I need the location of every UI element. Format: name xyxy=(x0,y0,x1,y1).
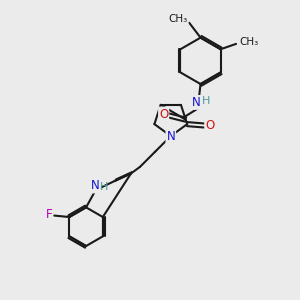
Text: CH₃: CH₃ xyxy=(168,14,188,24)
Text: N: N xyxy=(192,96,201,109)
Text: N: N xyxy=(167,130,175,142)
Text: N: N xyxy=(91,179,100,193)
Text: O: O xyxy=(205,119,214,132)
Text: H: H xyxy=(99,182,108,192)
Text: F: F xyxy=(46,208,52,221)
Text: H: H xyxy=(202,96,211,106)
Text: CH₃: CH₃ xyxy=(239,38,258,47)
Text: O: O xyxy=(159,107,168,121)
